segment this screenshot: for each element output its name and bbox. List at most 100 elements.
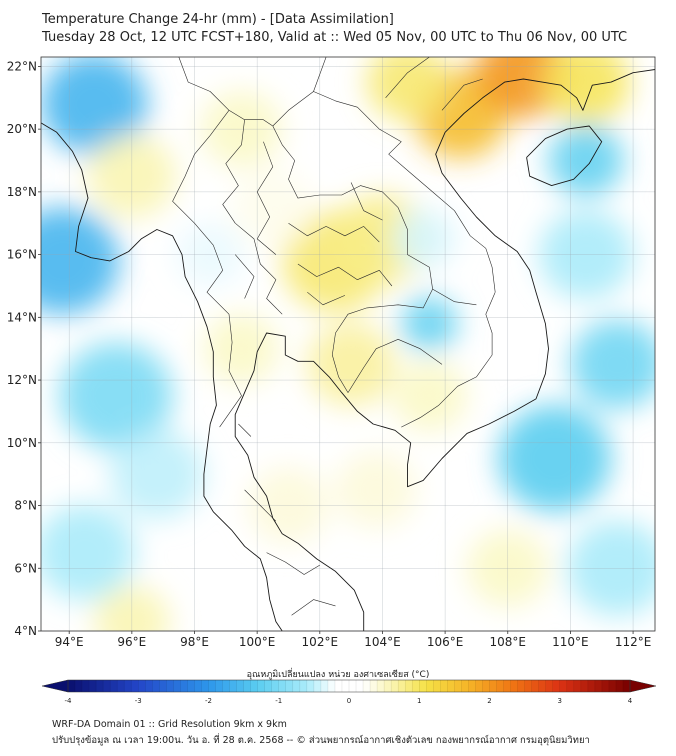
colorbar-segment xyxy=(285,680,294,692)
boundary-line xyxy=(244,489,277,522)
colorbar-segment xyxy=(278,680,287,692)
colorbar-segment xyxy=(412,680,420,692)
colorbar-segment xyxy=(370,680,378,692)
colorbar-segment xyxy=(201,680,209,692)
colorbar-segment xyxy=(426,680,434,692)
colorbar-segment xyxy=(166,680,174,692)
colorbar-segment xyxy=(145,680,153,692)
boundary-line xyxy=(385,57,430,98)
colorbar-segment xyxy=(117,680,125,692)
lat-tick-label: 10°N xyxy=(7,436,37,450)
lat-tick-label: 8°N xyxy=(14,499,37,513)
field-anomaly xyxy=(109,429,204,519)
boundary-line xyxy=(256,141,277,255)
colorbar-segment xyxy=(503,680,511,692)
colorbar-segment xyxy=(327,680,336,692)
colorbar-segment xyxy=(152,680,160,692)
colorbar-segment xyxy=(257,680,266,692)
colorbar-segment xyxy=(349,680,357,692)
colorbar-segment xyxy=(384,680,392,692)
boundary-line xyxy=(313,91,496,293)
colorbar-segment xyxy=(82,680,90,692)
colorbar-segment xyxy=(299,680,308,692)
colorbar-label: อุณหภูมิเปลี่ยนแปลง หน่วย องศาเซลเซียส (… xyxy=(246,670,430,680)
colorbar-segment xyxy=(517,680,526,692)
colorbar-segment xyxy=(236,680,245,692)
colorbar-segment xyxy=(566,680,575,692)
chart-subtitle: Tuesday 28 Oct, 12 UTC FCST+180, Valid a… xyxy=(42,30,628,45)
colorbar-segment xyxy=(271,680,280,692)
colorbar-segment xyxy=(356,680,364,692)
colorbar-segment xyxy=(433,680,441,692)
boundary-line xyxy=(307,291,346,306)
colorbar-segment xyxy=(334,680,343,692)
colorbar-segment xyxy=(243,680,252,692)
colorbar-segment xyxy=(313,680,322,692)
colorbar-segment xyxy=(96,680,104,692)
colorbar-segment xyxy=(489,680,497,692)
boundary-line xyxy=(272,125,433,393)
colorbar-segment xyxy=(545,680,554,692)
colorbar-segment xyxy=(580,680,589,692)
colorbar-segment xyxy=(215,680,223,692)
field-anomaly xyxy=(232,168,314,247)
field-anomaly xyxy=(366,57,449,121)
boundary-line xyxy=(432,288,477,306)
colorbar-min-arrow xyxy=(41,679,69,693)
lat-tick-label: 4°N xyxy=(14,624,37,638)
colorbar-segment xyxy=(131,680,139,692)
colorbar-segment xyxy=(306,680,315,692)
coastline xyxy=(526,125,603,187)
colorbar-segment xyxy=(173,680,181,692)
lon-tick-label: 108°E xyxy=(490,635,527,649)
field-anomaly xyxy=(203,312,280,385)
colorbar-max-arrow xyxy=(629,679,657,693)
colorbar-segment xyxy=(68,680,76,692)
boundary-line xyxy=(272,57,327,127)
boundary-line xyxy=(172,110,242,428)
colorbar-segment xyxy=(622,680,631,692)
lat-tick-label: 6°N xyxy=(14,561,37,575)
field-anomaly xyxy=(41,504,135,601)
colorbar-segment xyxy=(573,680,582,692)
field-anomaly xyxy=(391,360,468,432)
colorbar-segment xyxy=(187,680,195,692)
chart-title: Temperature Change 24-hr (mm) - [Data As… xyxy=(42,12,394,27)
boundary-line xyxy=(441,78,483,111)
lon-tick-label: 104°E xyxy=(364,635,401,649)
geography xyxy=(41,57,655,631)
boundary-line xyxy=(291,599,336,616)
boundary-line xyxy=(235,222,283,315)
lon-tick-label: 112°E xyxy=(615,635,652,649)
colorbar-segment xyxy=(292,680,301,692)
lat-tick-label: 20°N xyxy=(7,122,37,136)
field-anomaly xyxy=(59,342,173,450)
colorbar-tick-label: -4 xyxy=(65,697,73,705)
colorbar-segment xyxy=(124,680,132,692)
colorbar-segment xyxy=(447,680,455,692)
colorbar-segment xyxy=(208,680,216,692)
colorbar-segment xyxy=(229,680,237,692)
boundary-line xyxy=(238,423,252,437)
field-anomaly xyxy=(307,322,395,407)
colorbar-segment xyxy=(110,680,118,692)
field-anomaly xyxy=(41,207,120,315)
boundary-line xyxy=(288,222,380,243)
colorbar-tick-label: 0 xyxy=(347,697,351,705)
lon-tick-label: 100°E xyxy=(239,635,276,649)
colorbar-segment xyxy=(180,680,188,692)
boundary-line xyxy=(222,119,245,224)
colorbar-segment xyxy=(75,680,83,692)
boundary-line xyxy=(347,338,443,393)
field-anomaly xyxy=(335,451,417,529)
boundary-line xyxy=(401,292,496,428)
coastline xyxy=(234,69,655,631)
lat-tick-label: 12°N xyxy=(7,373,37,387)
lon-tick-label: 102°E xyxy=(302,635,339,649)
colorbar-segment xyxy=(468,680,476,692)
lat-tick-label: 22°N xyxy=(7,59,37,73)
colorbar-segment xyxy=(552,680,561,692)
colorbar-segment xyxy=(405,680,413,692)
colorbar-segment xyxy=(461,680,469,692)
colorbar-segment xyxy=(482,680,490,692)
